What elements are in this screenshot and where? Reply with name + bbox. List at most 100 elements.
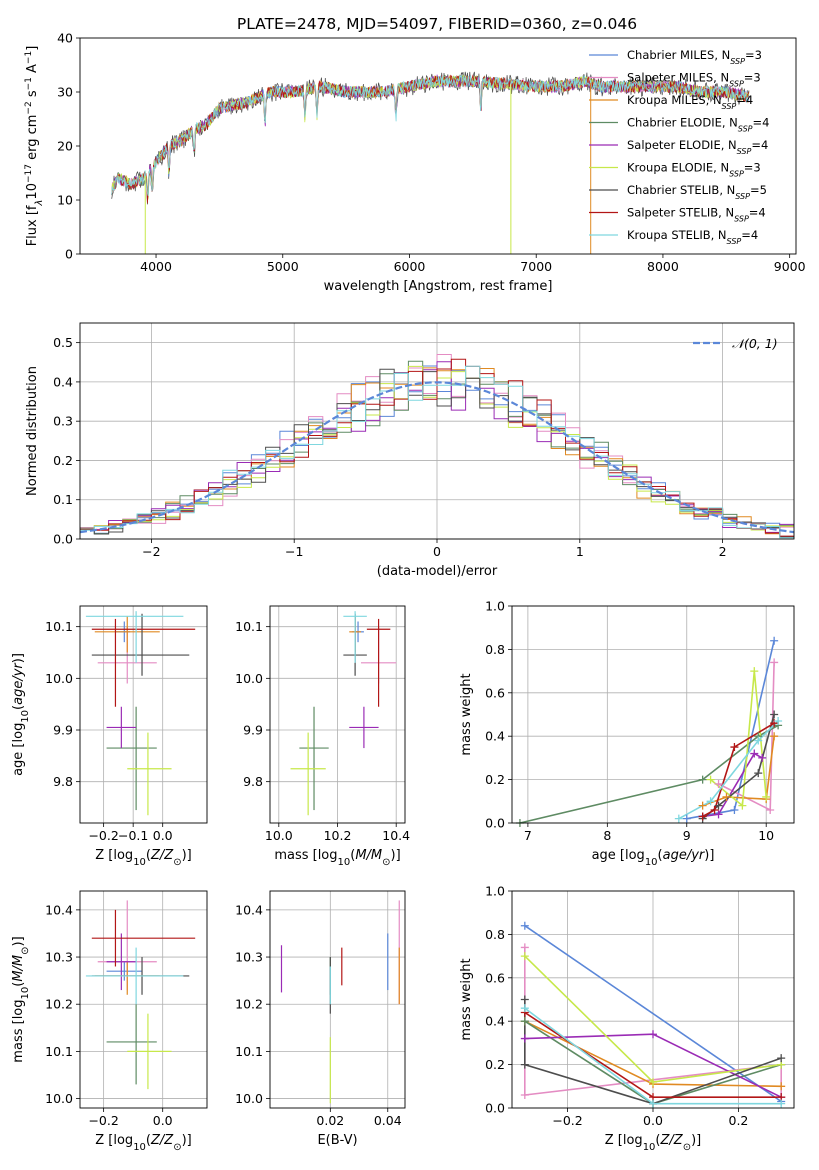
y-tick-label: 10.1	[235, 1044, 263, 1059]
weight-marker	[520, 1060, 529, 1069]
axes-frame	[511, 605, 795, 824]
weight-marker	[698, 812, 707, 821]
axes-frame	[79, 322, 795, 540]
y-tick-label: 0.8	[485, 927, 505, 942]
weight-marker	[706, 775, 715, 784]
weight-marker	[520, 995, 529, 1004]
weight-marker	[520, 943, 529, 952]
axes-spectrum: 4000 5000 6000 7000 8000 9000 0 10 20 30 40 wavelen…	[24, 31, 806, 295]
x-axis-label: E(B-V)	[317, 1133, 357, 1148]
y-tick-label: 40	[57, 31, 73, 46]
weight-marker	[754, 769, 763, 778]
axes-frame	[79, 605, 208, 824]
weight-marker	[758, 753, 767, 762]
weight-marker	[730, 805, 739, 814]
weight-marker	[682, 814, 691, 823]
y-tick-label: 0.1	[53, 492, 73, 507]
x-tick-label: 10.2	[324, 828, 352, 843]
y-tick-label: 10.4	[45, 902, 73, 917]
y-axis-label: age [log10(age/yr)]	[11, 653, 31, 776]
weight-marker	[706, 797, 715, 806]
axes-frame	[511, 890, 795, 1109]
x-tick-label: 0	[433, 544, 441, 559]
weight-marker	[766, 805, 775, 814]
x-tick-label: 0.2	[729, 1113, 749, 1128]
axes-age-vs-Z: −0.2 −0.1 0.0 9.8 9.9 10.0 10.1 Z [log10(Z/Z⊙)]…	[11, 605, 208, 868]
y-tick-label: 10.3	[235, 950, 263, 965]
axes-weight-vs-age: 7 8 9 10 0.0 0.2 0.4 0.6 0.8 1.0 age [log10(age/yr…	[459, 599, 795, 868]
y-tick-label: 0	[65, 247, 73, 262]
plot-area-age-vs-Z	[85, 611, 196, 816]
x-tick-label: 0.0	[153, 828, 173, 843]
x-tick-label: 0.0	[643, 1113, 663, 1128]
axes-age-vs-mass: 10.0 10.2 10.4 9.8 9.9 10.0 10.1 mass [log10(M/…	[235, 605, 410, 868]
plot-area-weight-vs-age	[519, 640, 779, 823]
weight-marker	[750, 667, 759, 676]
x-tick-label: 9000	[774, 259, 806, 274]
weight-marker	[649, 1099, 657, 1108]
x-tick-label: 5000	[267, 259, 299, 274]
x-tick-label: 7000	[520, 259, 552, 274]
weight-marker	[710, 805, 719, 814]
weight-marker	[777, 1082, 786, 1091]
legend-entry-3: Kroupa MILES, NSSP=4	[627, 93, 753, 111]
plot-area-mass-vs-Z	[85, 900, 196, 1090]
weight-marker	[674, 814, 683, 823]
x-tick-label: −0.2	[552, 1113, 582, 1128]
y-tick-label: 10	[57, 193, 73, 208]
weight-marker	[520, 1017, 529, 1026]
y-tick-label: 9.9	[243, 723, 263, 738]
y-tick-label: 0.4	[485, 1014, 505, 1029]
weight-marker	[714, 779, 723, 788]
y-tick-label: 0.2	[485, 1057, 505, 1072]
x-axis-label: Z [log10(Z/Z⊙)]	[95, 848, 192, 868]
x-tick-label: −2	[142, 544, 160, 559]
x-tick-label: 6000	[394, 259, 426, 274]
y-tick-label: 10.2	[45, 997, 73, 1012]
y-tick-label: 10.1	[235, 619, 263, 634]
weight-marker	[722, 792, 731, 801]
plot-area-age-vs-mass	[290, 611, 397, 816]
x-axis-label: (data-model)/error	[377, 564, 498, 579]
x-tick-label: 8000	[647, 259, 679, 274]
x-tick-label: −0.1	[118, 828, 148, 843]
y-tick-label: 10.0	[45, 1091, 73, 1106]
weight-marker	[520, 1034, 529, 1043]
plot-area-residuals	[80, 354, 794, 539]
x-axis-label: age [log10(age/yr)]	[592, 848, 715, 868]
weight-series-9	[678, 720, 779, 820]
y-tick-label: 0.0	[485, 1101, 505, 1116]
weight-marker	[754, 736, 763, 745]
x-tick-label: −0.2	[88, 828, 118, 843]
weight-marker	[520, 1004, 529, 1013]
y-tick-label: 9.8	[243, 774, 263, 789]
axes-frame	[79, 890, 208, 1109]
weight-marker	[770, 732, 779, 741]
residual-histogram-5	[80, 361, 794, 533]
axes-frame	[269, 605, 406, 824]
x-tick-label: 1	[576, 544, 584, 559]
y-tick-label: 10.0	[235, 1091, 263, 1106]
y-tick-label: 0.6	[485, 685, 505, 700]
y-tick-label: 0.0	[485, 816, 505, 831]
y-tick-label: 1.0	[485, 599, 505, 614]
y-tick-label: 10.0	[235, 671, 263, 686]
spectrum-line-9	[111, 74, 750, 196]
legend-entry-5: Salpeter ELODIE, NSSP=4	[627, 138, 768, 156]
legend-entry-1: Chabrier MILES, NSSP=3	[627, 48, 762, 66]
axes-mass-vs-Z: −0.2 0.0 10.0 10.1 10.2 10.3 10.4 Z [log10(Z/Z⊙…	[11, 890, 208, 1153]
y-axis-label: mass [log10(M/M⊙)]	[11, 936, 31, 1062]
figure-title: PLATE=2478, MJD=54097, FIBERID=0360, z=0…	[237, 15, 637, 33]
y-axis-label: mass weight	[459, 958, 474, 1040]
x-axis-label: Z [log10(Z/Z⊙)]	[95, 1133, 192, 1153]
weight-marker	[730, 743, 739, 752]
weight-marker	[520, 1090, 529, 1099]
x-axis-label: Z [log10(Z/Z⊙)]	[605, 1133, 702, 1153]
plot-area-spectrum	[111, 71, 750, 254]
y-tick-label: 20	[57, 139, 73, 154]
x-axis-label: wavelength [Angstrom, rest frame]	[324, 279, 553, 294]
legend-entry-2: Salpeter MILES, NSSP=3	[627, 71, 761, 89]
y-tick-label: 10.1	[45, 619, 73, 634]
weight-marker	[770, 658, 779, 667]
